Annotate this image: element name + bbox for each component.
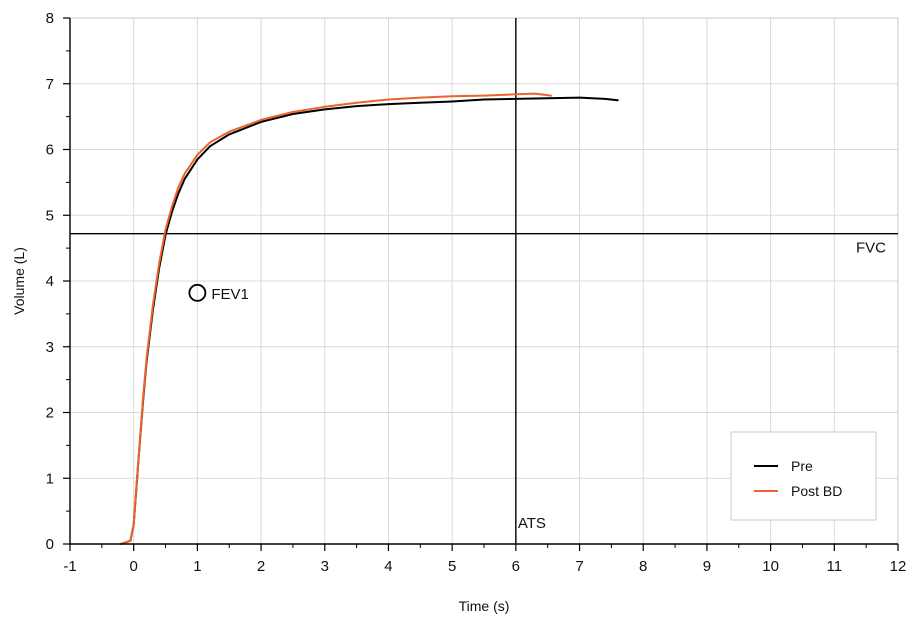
y-tick-label: 0 bbox=[46, 536, 54, 553]
fev1-label: FEV1 bbox=[211, 286, 249, 303]
legend: Pre Post BD bbox=[730, 431, 877, 521]
legend-box bbox=[730, 431, 877, 521]
ats-label: ATS bbox=[518, 515, 546, 532]
y-tick-label: 6 bbox=[46, 142, 54, 159]
y-tick-label: 2 bbox=[46, 405, 54, 422]
x-tick-label: 10 bbox=[762, 558, 779, 575]
y-tick-label: 7 bbox=[46, 76, 54, 93]
grid bbox=[69, 17, 899, 545]
x-tick-label: -1 bbox=[63, 558, 76, 575]
y-axis-title: Volume (L) bbox=[11, 247, 27, 315]
y-tick-label: 1 bbox=[46, 470, 54, 487]
y-tick-label: 5 bbox=[46, 207, 54, 224]
y-tick-label: 8 bbox=[46, 10, 54, 27]
x-tick-label: 3 bbox=[321, 558, 329, 575]
legend-label-pre: Pre bbox=[791, 458, 813, 474]
annotations: FVC ATS FEV1 bbox=[188, 240, 886, 532]
x-axis-title: Time (s) bbox=[459, 598, 510, 614]
x-tick-label: 5 bbox=[448, 558, 456, 575]
x-tick-label: 7 bbox=[575, 558, 583, 575]
series-line-pre bbox=[120, 96, 619, 545]
x-tick-label: 11 bbox=[827, 558, 843, 575]
y-tick-label: 3 bbox=[46, 339, 54, 356]
reference-lines bbox=[70, 18, 898, 544]
x-tick-label: 9 bbox=[703, 558, 711, 575]
x-tick-label: 8 bbox=[639, 558, 647, 575]
x-tick-label: 2 bbox=[257, 558, 265, 575]
x-tick-label: 12 bbox=[890, 558, 907, 575]
legend-label-post-bd: Post BD bbox=[791, 483, 842, 499]
series-group bbox=[120, 92, 619, 545]
y-tick-label: 4 bbox=[46, 273, 54, 290]
x-tick-label: 4 bbox=[384, 558, 392, 575]
x-tick-label: 6 bbox=[512, 558, 520, 575]
x-tick-label: 0 bbox=[130, 558, 138, 575]
fev1-marker bbox=[188, 283, 207, 302]
series-line-post-bd bbox=[120, 92, 552, 545]
fvc-label: FVC bbox=[856, 240, 886, 257]
x-tick-label: 1 bbox=[193, 558, 201, 575]
